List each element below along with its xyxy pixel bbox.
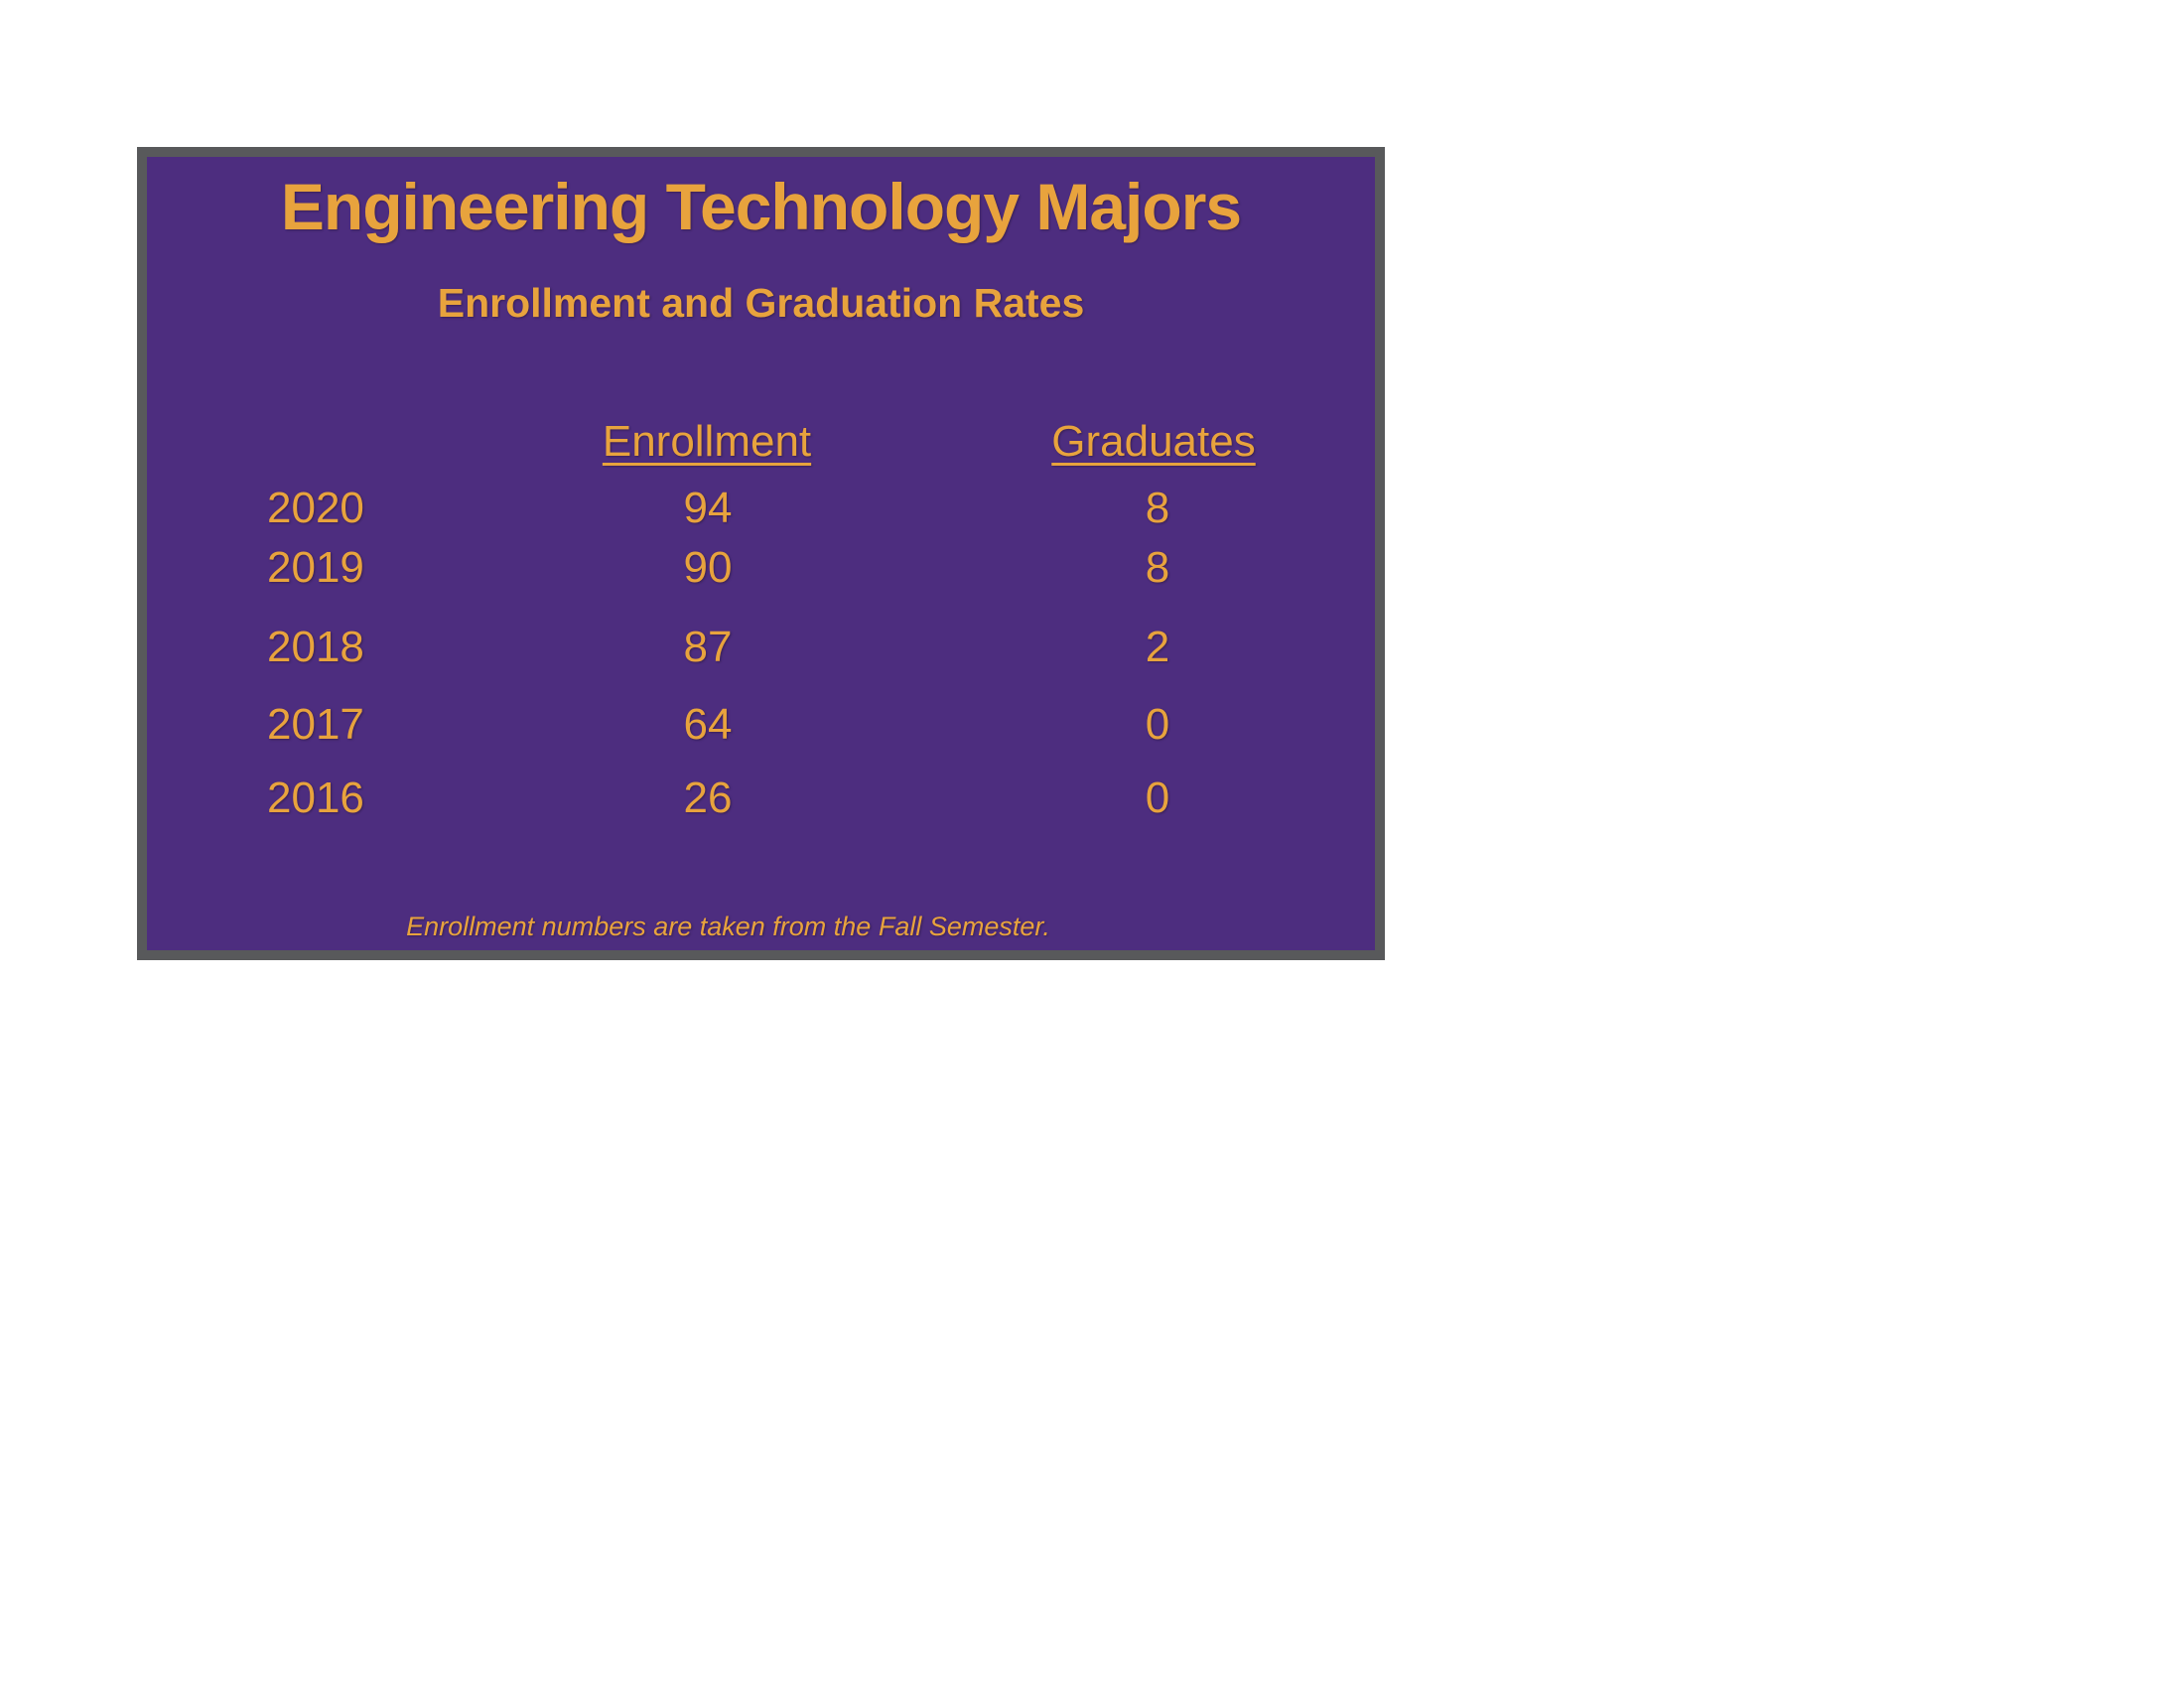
enrollment-cell: 94 [683, 484, 733, 532]
slide-panel: Engineering Technology Majors Enrollment… [137, 147, 1385, 960]
table-row: 2017 64 0 [147, 698, 1375, 752]
graduates-cell: 2 [1145, 623, 1170, 671]
graduates-cell: 0 [1145, 774, 1170, 822]
graduates-cell: 0 [1145, 700, 1170, 749]
year-cell: 2019 [267, 543, 364, 592]
enrollment-cell: 64 [683, 700, 733, 749]
year-cell: 2020 [267, 484, 364, 532]
table-row: 2016 26 0 [147, 772, 1375, 825]
table-row: 2019 90 8 [147, 541, 1375, 595]
enrollment-cell: 90 [683, 543, 733, 592]
table-row: 2020 94 8 [147, 482, 1375, 535]
column-header-graduates: Graduates [1051, 417, 1256, 466]
graduates-cell: 8 [1145, 543, 1170, 592]
graduates-cell: 8 [1145, 484, 1170, 532]
page-title: Engineering Technology Majors [280, 170, 1242, 243]
year-cell: 2016 [267, 774, 364, 822]
footnote: Enrollment numbers are taken from the Fa… [406, 912, 1050, 941]
year-cell: 2017 [267, 700, 364, 749]
enrollment-cell: 87 [683, 623, 733, 671]
table-row: 2018 87 2 [147, 621, 1375, 674]
column-header-enrollment: Enrollment [602, 417, 812, 466]
enrollment-cell: 26 [683, 774, 733, 822]
page-subtitle: Enrollment and Graduation Rates [437, 280, 1085, 326]
year-cell: 2018 [267, 623, 364, 671]
